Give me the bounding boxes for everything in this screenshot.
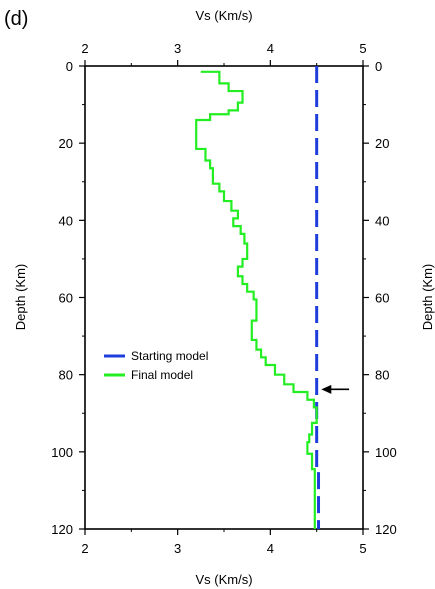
y-tick-label-left: 60 bbox=[59, 291, 73, 306]
panel-label: (d) bbox=[4, 8, 28, 30]
legend-label-starting: Starting model bbox=[131, 349, 208, 363]
legend: Starting model Final model bbox=[104, 349, 208, 382]
y-tick-label-left: 0 bbox=[66, 59, 73, 74]
y-tick-label-left: 20 bbox=[59, 136, 73, 151]
y-tick-label-right: 0 bbox=[375, 59, 382, 74]
final-model-line bbox=[195, 70, 318, 529]
y-tick-label-right: 40 bbox=[375, 213, 389, 228]
legend-label-final: Final model bbox=[131, 368, 193, 382]
x-tick-label-bottom: 3 bbox=[174, 541, 181, 556]
x-tick-label-top: 2 bbox=[81, 41, 88, 56]
x-tick-label-top: 3 bbox=[174, 41, 181, 56]
x-tick-label-top: 5 bbox=[359, 41, 366, 56]
y-axis-label-right: Depth (Km) bbox=[420, 264, 435, 330]
y-tick-label-left: 120 bbox=[51, 522, 73, 537]
annotations bbox=[321, 384, 350, 394]
series-layer bbox=[195, 66, 321, 529]
y-tick-label-right: 80 bbox=[375, 368, 389, 383]
arrow-head bbox=[321, 384, 332, 394]
x-axis-label-bottom: Vs (Km/s) bbox=[195, 572, 252, 587]
y-tick-label-left: 40 bbox=[59, 213, 73, 228]
plot-frame bbox=[84, 65, 364, 530]
x-tick-label-top: 4 bbox=[267, 41, 274, 56]
y-tick-label-left: 80 bbox=[59, 368, 73, 383]
y-tick-label-right: 60 bbox=[375, 291, 389, 306]
x-tick-label-bottom: 4 bbox=[267, 541, 274, 556]
y-tick-label-right: 20 bbox=[375, 136, 389, 151]
y-tick-label-left: 100 bbox=[51, 445, 73, 460]
x-tick-label-bottom: 2 bbox=[81, 541, 88, 556]
x-tick-label-bottom: 5 bbox=[359, 541, 366, 556]
starting-model-line bbox=[315, 66, 321, 529]
y-tick-label-right: 120 bbox=[375, 522, 397, 537]
x-axis-label-top: Vs (Km/s) bbox=[195, 8, 252, 23]
y-axis-label-left: Depth (Km) bbox=[13, 264, 28, 330]
y-tick-label-right: 100 bbox=[375, 445, 397, 460]
